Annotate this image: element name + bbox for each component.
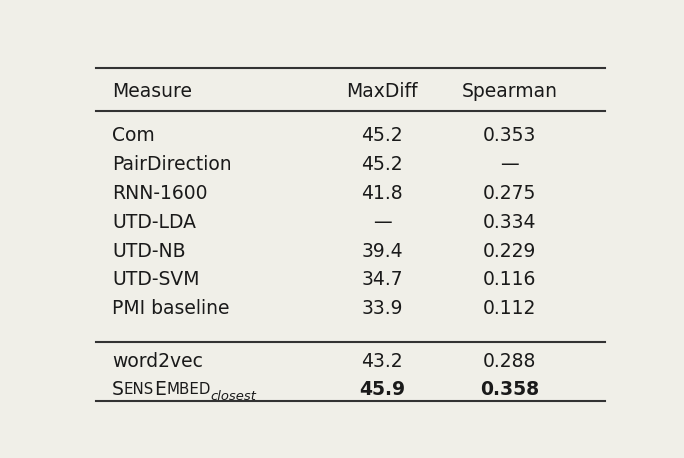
Text: 34.7: 34.7 <box>362 271 403 289</box>
Text: 45.9: 45.9 <box>359 380 406 399</box>
Text: 41.8: 41.8 <box>362 184 403 203</box>
Text: 39.4: 39.4 <box>362 241 403 261</box>
Text: —: — <box>500 155 519 174</box>
Text: 0.275: 0.275 <box>483 184 536 203</box>
Text: Measure: Measure <box>112 82 192 102</box>
Text: PairDirection: PairDirection <box>112 155 232 174</box>
Text: UTD-NB: UTD-NB <box>112 241 185 261</box>
Text: PMI baseline: PMI baseline <box>112 300 230 318</box>
Text: ENS: ENS <box>124 382 154 397</box>
Text: 45.2: 45.2 <box>362 126 403 145</box>
Text: 0.116: 0.116 <box>483 271 536 289</box>
Text: Com: Com <box>112 126 155 145</box>
Text: MBED: MBED <box>166 382 211 397</box>
Text: 45.2: 45.2 <box>362 155 403 174</box>
Text: word2vec: word2vec <box>112 352 203 371</box>
Text: 0.334: 0.334 <box>483 213 536 232</box>
Text: 0.358: 0.358 <box>480 380 539 399</box>
Text: —: — <box>373 213 392 232</box>
Text: UTD-SVM: UTD-SVM <box>112 271 200 289</box>
Text: S: S <box>112 380 124 399</box>
Text: E: E <box>154 380 166 399</box>
Text: closest: closest <box>211 390 256 403</box>
Text: 33.9: 33.9 <box>362 300 403 318</box>
Text: 0.229: 0.229 <box>483 241 536 261</box>
Text: 0.288: 0.288 <box>483 352 536 371</box>
Text: Spearman: Spearman <box>462 82 557 102</box>
Text: 0.112: 0.112 <box>483 300 536 318</box>
Text: MaxDiff: MaxDiff <box>347 82 418 102</box>
Text: RNN-1600: RNN-1600 <box>112 184 207 203</box>
Text: 0.353: 0.353 <box>483 126 536 145</box>
Text: UTD-LDA: UTD-LDA <box>112 213 196 232</box>
Text: 43.2: 43.2 <box>362 352 403 371</box>
